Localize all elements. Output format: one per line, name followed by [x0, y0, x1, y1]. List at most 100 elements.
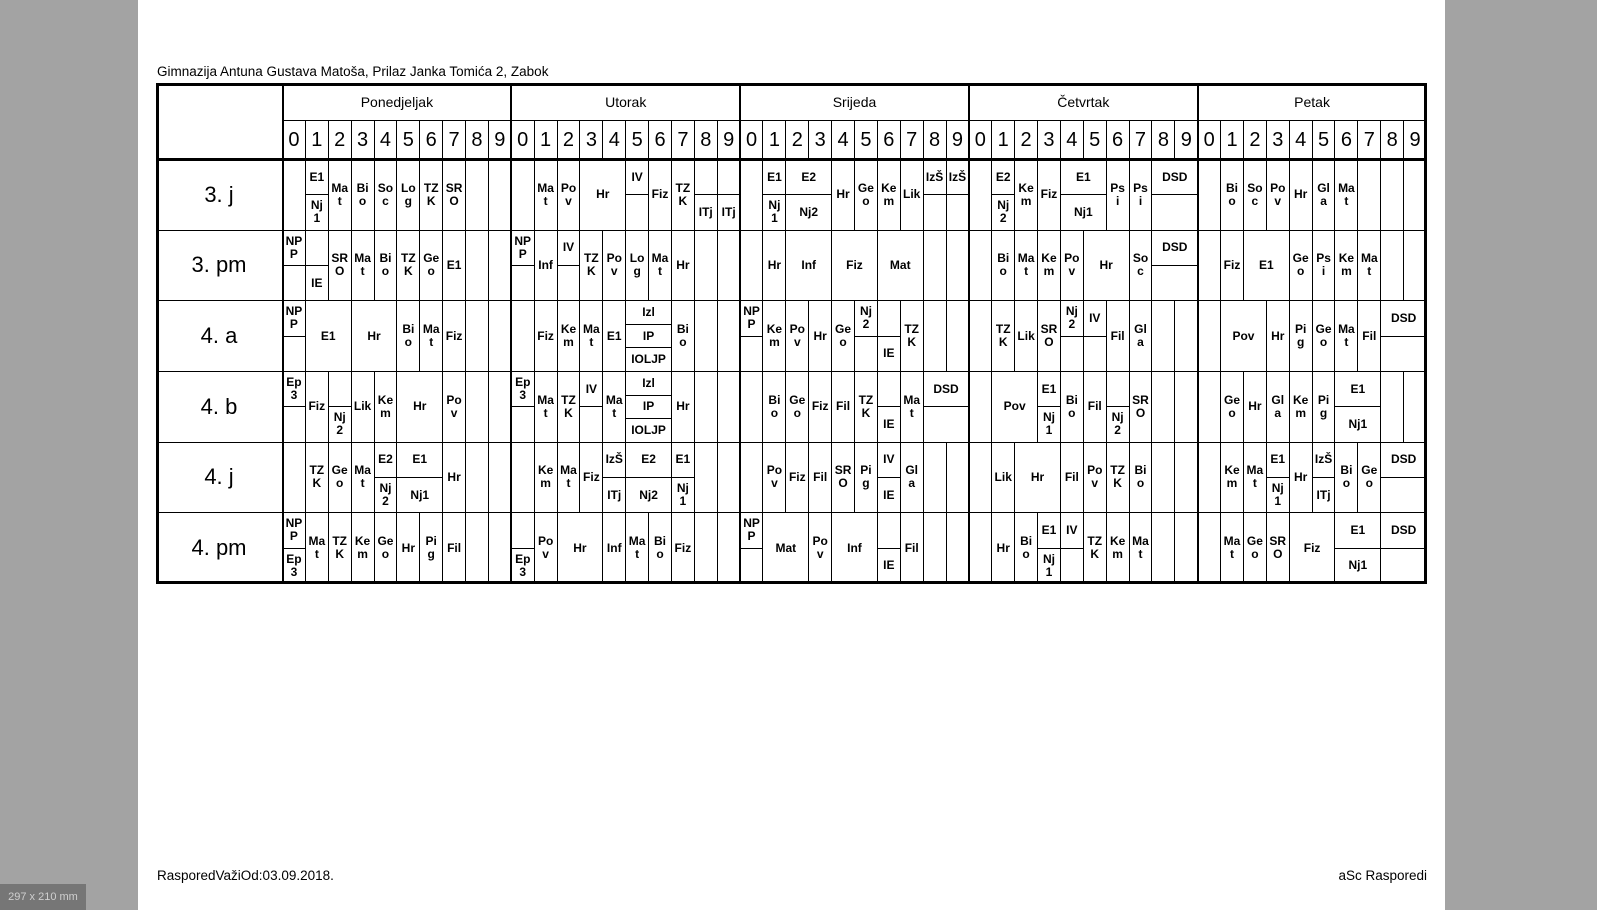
- lesson-part: NPP: [283, 231, 305, 266]
- lesson-cell: TZK: [671, 160, 695, 231]
- lesson-cell: Inf: [786, 230, 833, 302]
- lesson-cell: Kem: [877, 160, 901, 231]
- lesson-cell: DSD: [1381, 513, 1427, 584]
- lesson-part: E1: [305, 160, 328, 196]
- empty-cell: [694, 513, 718, 584]
- lesson-cell: NPP: [283, 301, 306, 372]
- lesson-cell: Lik: [900, 160, 924, 231]
- empty-cell: [717, 442, 741, 514]
- period-header: 6: [649, 121, 672, 160]
- lesson-part: E1: [671, 443, 694, 478]
- lesson-cell: Inf: [534, 230, 558, 302]
- lesson-part: [877, 372, 900, 408]
- lesson-cell: Fiz: [1289, 513, 1336, 584]
- lesson-cell: Gla: [1129, 301, 1153, 372]
- lesson-part: [512, 266, 534, 300]
- lesson-part: Nj2: [1060, 301, 1083, 337]
- lesson-cell: TZK: [992, 301, 1016, 372]
- lesson-part: [511, 513, 534, 549]
- lesson-cell: IzŠ: [923, 160, 947, 231]
- lesson-cell: ITj: [694, 160, 718, 231]
- day-header: Srijeda: [740, 83, 970, 121]
- lesson-part: IP: [626, 325, 671, 349]
- lesson-cell: Hr: [443, 442, 467, 514]
- lesson-cell: Lik: [1015, 301, 1039, 372]
- lesson-cell: Geo: [855, 160, 878, 231]
- lesson-cell: Inf: [603, 513, 627, 584]
- lesson-cell: Hr: [671, 372, 695, 443]
- lesson-part: [283, 337, 305, 371]
- lesson-part: IE: [883, 416, 895, 431]
- lesson-part: E1: [1335, 513, 1381, 549]
- valid-from-footer: RasporedVažiOd:03.09.2018.: [157, 868, 334, 883]
- lesson-cell: IE: [877, 513, 901, 584]
- lesson-cell: Fil: [900, 513, 924, 584]
- empty-cell: [1198, 301, 1222, 372]
- lesson-cell: Hr: [1243, 372, 1267, 443]
- day-header: Utorak: [511, 83, 741, 121]
- lesson-part: Nj2: [333, 410, 346, 438]
- empty-cell: [923, 301, 947, 372]
- period-header: 0: [969, 121, 993, 160]
- lesson-cell: E1: [1243, 230, 1290, 302]
- lesson-part: [1381, 337, 1426, 371]
- lesson-cell: Lik: [351, 372, 375, 443]
- period-header: 6: [420, 121, 444, 160]
- lesson-part: [717, 160, 740, 196]
- lesson-cell: Fiz: [809, 372, 833, 443]
- lesson-part: NPP: [740, 513, 763, 549]
- lesson-cell: E2 Nj2: [626, 442, 672, 514]
- lesson-part: Nj1: [676, 481, 689, 509]
- lesson-cell: Pov: [763, 442, 787, 514]
- empty-cell: [1175, 301, 1199, 372]
- period-header: 7: [443, 121, 467, 160]
- empty-cell: [1152, 372, 1176, 443]
- lesson-cell: Pov: [1060, 230, 1084, 302]
- lesson-cell: TZK: [397, 230, 421, 302]
- lesson-cell: Mat: [603, 372, 627, 443]
- lesson-part: E1: [1038, 372, 1060, 408]
- lesson-cell: Hr: [1289, 160, 1313, 231]
- lesson-part: DSD: [1152, 160, 1198, 196]
- period-header: 9: [1175, 121, 1199, 160]
- empty-cell: [1381, 230, 1405, 302]
- lesson-part: IV: [626, 160, 649, 196]
- lesson-part: [1084, 337, 1106, 371]
- lesson-cell: Izl IP IOLJP: [626, 301, 672, 372]
- lesson-cell: Hr: [992, 513, 1016, 584]
- lesson-part: [741, 337, 763, 371]
- lesson-cell: Geo: [1221, 372, 1244, 443]
- lesson-cell: NPP: [511, 230, 535, 302]
- timetable: Ponedjeljak 0 1 2 3 4 5 6 7 8 9 Utorak 0 1 2 3 4 5 6 7 8 9 Sri…: [156, 83, 1427, 584]
- divider: [282, 83, 284, 584]
- class-name: 4. b: [156, 372, 283, 443]
- lesson-cell: Geo: [786, 372, 810, 443]
- lesson-cell: E1: [305, 301, 352, 372]
- lesson-part: [855, 337, 877, 371]
- empty-cell: [511, 160, 535, 231]
- lesson-part: IE: [883, 558, 895, 573]
- lesson-cell: Pig: [420, 513, 444, 584]
- lesson-part: [283, 266, 305, 300]
- lesson-cell: Mat: [1243, 442, 1267, 514]
- lesson-cell: Bio: [1221, 160, 1244, 231]
- lesson-part: E1: [1335, 372, 1381, 408]
- lesson-cell: Ep3: [511, 513, 535, 584]
- lesson-cell: Bio: [1015, 513, 1039, 584]
- divider: [739, 83, 742, 584]
- lesson-cell: Mat: [351, 230, 375, 302]
- lesson-cell: Pig: [1312, 372, 1336, 443]
- lesson-cell: Fil: [832, 372, 855, 443]
- lesson-cell: Mat: [534, 160, 558, 231]
- lesson-part: Nj2: [1111, 410, 1124, 438]
- lesson-cell: Fiz: [305, 372, 329, 443]
- lesson-cell: E1 Nj1: [671, 442, 695, 514]
- empty-cell: [466, 160, 489, 231]
- lesson-cell: Bio: [1129, 442, 1153, 514]
- lesson-part: Nj1: [1271, 481, 1284, 509]
- lesson-cell: Kem: [1038, 230, 1061, 302]
- period-header: 9: [488, 121, 512, 160]
- lesson-cell: Hr: [1083, 230, 1130, 302]
- lesson-cell: Hr: [763, 230, 787, 302]
- lesson-cell: NPP: [740, 513, 764, 584]
